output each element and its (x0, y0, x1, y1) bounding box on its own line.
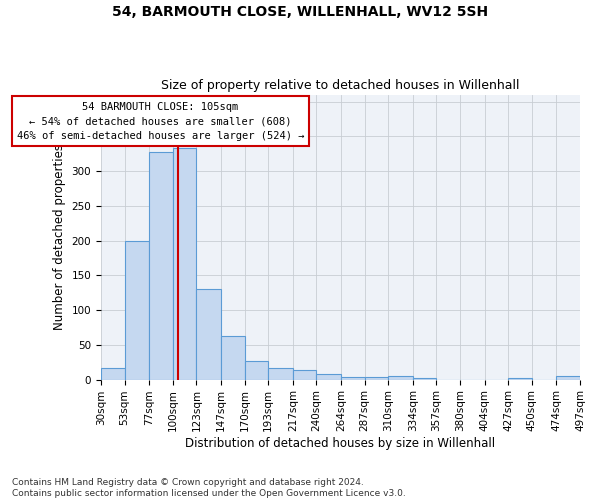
Bar (196, 288, 221, 380)
Text: 54, BARMOUTH CLOSE, WILLENHALL, WV12 5SH: 54, BARMOUTH CLOSE, WILLENHALL, WV12 5SH (112, 5, 488, 19)
Bar (149, 152, 173, 380)
Bar (341, 377, 365, 380)
Bar (268, 368, 293, 380)
Bar (101, 368, 125, 380)
Bar (293, 370, 316, 380)
Y-axis label: Number of detached properties: Number of detached properties (53, 144, 66, 330)
Bar (388, 376, 413, 380)
Bar (365, 377, 388, 380)
Title: Size of property relative to detached houses in Willenhall: Size of property relative to detached ho… (161, 79, 520, 92)
Bar (413, 378, 436, 380)
Bar (173, 148, 196, 380)
Bar (316, 374, 341, 380)
Bar (508, 378, 532, 380)
Bar (556, 376, 580, 380)
Text: Contains HM Land Registry data © Crown copyright and database right 2024.
Contai: Contains HM Land Registry data © Crown c… (12, 478, 406, 498)
Text: 54 BARMOUTH CLOSE: 105sqm
← 54% of detached houses are smaller (608)
46% of semi: 54 BARMOUTH CLOSE: 105sqm ← 54% of detac… (17, 102, 304, 141)
Bar (221, 336, 245, 380)
Bar (245, 361, 268, 380)
Bar (125, 240, 149, 380)
X-axis label: Distribution of detached houses by size in Willenhall: Distribution of detached houses by size … (185, 437, 496, 450)
